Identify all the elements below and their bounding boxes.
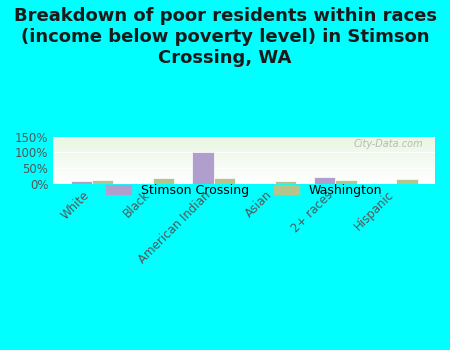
Bar xyxy=(53,150,435,151)
Bar xyxy=(53,177,435,178)
Bar xyxy=(53,178,435,179)
Bar xyxy=(53,180,435,181)
Bar xyxy=(53,168,435,169)
Bar xyxy=(71,181,92,184)
Bar xyxy=(53,156,435,157)
Bar xyxy=(335,180,357,184)
Bar xyxy=(53,151,435,152)
Bar xyxy=(92,181,113,184)
Bar xyxy=(53,162,435,163)
Bar xyxy=(396,179,418,184)
Bar xyxy=(53,154,435,155)
Bar xyxy=(53,182,435,183)
Bar xyxy=(53,181,435,182)
Bar xyxy=(53,140,435,141)
Bar xyxy=(53,147,435,148)
Bar xyxy=(53,148,435,149)
Bar xyxy=(53,167,435,168)
Bar xyxy=(53,174,435,175)
Bar xyxy=(53,161,435,162)
Bar xyxy=(53,144,435,145)
Bar xyxy=(53,179,435,180)
Bar xyxy=(53,155,435,156)
Bar xyxy=(192,152,214,184)
Legend: Stimson Crossing, Washington: Stimson Crossing, Washington xyxy=(101,179,387,202)
Bar xyxy=(53,183,435,184)
Bar xyxy=(53,175,435,176)
Bar xyxy=(53,164,435,165)
Bar xyxy=(53,138,435,139)
Text: City-Data.com: City-Data.com xyxy=(354,139,423,149)
Bar xyxy=(53,157,435,158)
Bar xyxy=(53,160,435,161)
Bar xyxy=(53,141,435,142)
Bar xyxy=(53,139,435,140)
Bar xyxy=(53,146,435,147)
Bar xyxy=(53,136,435,137)
Bar xyxy=(53,172,435,173)
Bar xyxy=(53,153,435,154)
Bar xyxy=(53,176,435,177)
Bar xyxy=(53,170,435,171)
Bar xyxy=(53,158,435,159)
Bar xyxy=(214,178,235,184)
Bar xyxy=(53,159,435,160)
Bar xyxy=(53,137,435,138)
Bar xyxy=(274,181,296,184)
Bar xyxy=(53,152,435,153)
Bar xyxy=(53,169,435,170)
Text: Breakdown of poor residents within races
(income below poverty level) in Stimson: Breakdown of poor residents within races… xyxy=(14,7,436,66)
Bar xyxy=(53,142,435,143)
Bar xyxy=(53,173,435,174)
Bar xyxy=(53,149,435,150)
Bar xyxy=(53,163,435,164)
Bar xyxy=(314,177,335,184)
Bar xyxy=(53,166,435,167)
Bar xyxy=(53,165,435,166)
Bar xyxy=(53,145,435,146)
Bar xyxy=(153,178,174,184)
